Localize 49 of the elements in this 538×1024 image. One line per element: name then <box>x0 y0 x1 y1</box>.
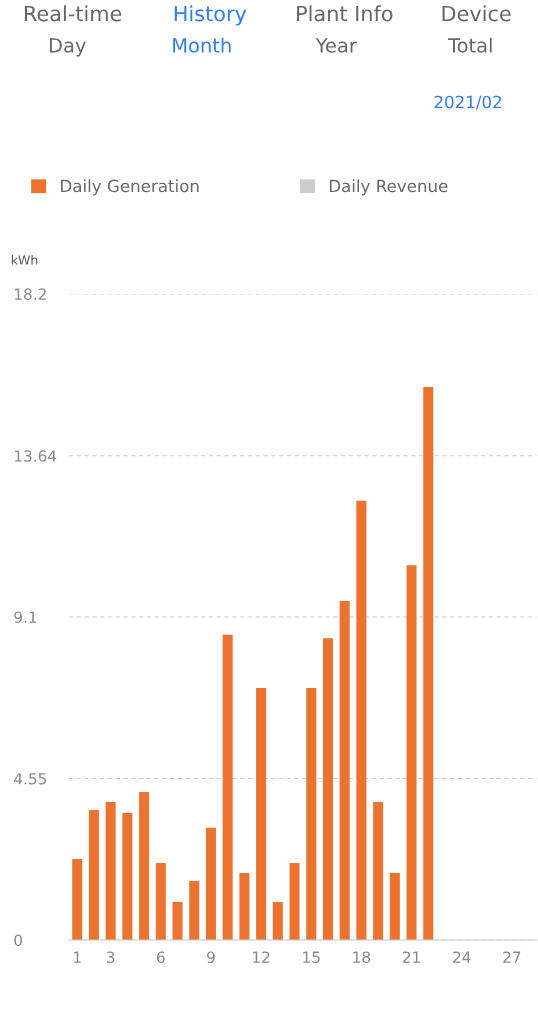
text: Device <box>442 5 511 22</box>
bar <box>306 687 317 941</box>
bar <box>105 801 116 941</box>
y-tick-label: 0 <box>14 934 23 947</box>
bar <box>172 902 183 941</box>
bar <box>373 801 384 941</box>
x-tick-label: 18 <box>353 951 371 963</box>
text: Real-time <box>24 5 122 22</box>
bar <box>72 859 83 941</box>
bar <box>88 810 99 941</box>
legend-label: Daily Generation <box>61 179 199 196</box>
bar <box>239 872 250 941</box>
bar <box>423 386 434 941</box>
bar <box>122 812 133 941</box>
bar <box>189 881 200 941</box>
text: Plant Info <box>297 5 393 22</box>
text: Day <box>49 38 86 57</box>
bar <box>256 687 267 941</box>
bar <box>339 600 350 941</box>
bar <box>222 634 233 941</box>
text: Month <box>173 37 231 53</box>
bar <box>356 500 367 941</box>
x-tick-label: 24 <box>453 951 471 963</box>
x-tick-label: 6 <box>157 951 165 963</box>
y-axis-title: kWh <box>11 255 38 265</box>
text: Total <box>447 37 492 53</box>
bar <box>205 827 216 941</box>
y-tick-label: 9.1 <box>14 611 37 623</box>
y-tick-label: 4.55 <box>14 773 46 785</box>
y-tick-label: 13.64 <box>14 450 57 462</box>
x-tick-label: 21 <box>402 951 420 963</box>
x-tick-label: 1 <box>74 951 81 963</box>
y-tick-label: 18.2 <box>14 288 46 300</box>
bar <box>406 565 417 941</box>
bar <box>322 638 333 941</box>
bar <box>389 872 400 941</box>
x-tick-label: 12 <box>253 951 270 963</box>
bar <box>155 862 166 941</box>
bar <box>289 862 300 941</box>
x-tick-label: 9 <box>207 951 215 963</box>
bar <box>272 902 283 941</box>
x-tick-label: 27 <box>503 951 521 963</box>
text: 2021/02 <box>434 95 502 110</box>
bar <box>139 791 150 941</box>
text: History <box>174 5 247 26</box>
text: Year <box>315 38 357 53</box>
legend-label: Daily Revenue <box>329 179 448 196</box>
x-tick-label: 15 <box>303 951 320 963</box>
x-tick-label: 3 <box>106 951 115 963</box>
